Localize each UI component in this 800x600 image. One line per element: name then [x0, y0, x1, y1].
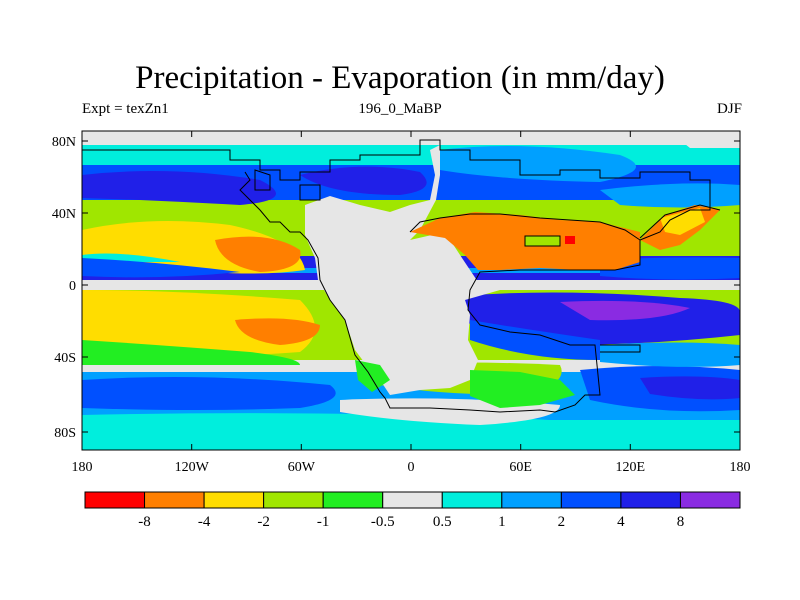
- land-semi-arid-rim: [660, 208, 705, 235]
- lat-tick-label: 0: [69, 279, 76, 294]
- coastline-island-b: [299, 184, 321, 201]
- colorbar-label: 2: [558, 514, 566, 530]
- coastlines: [82, 139, 721, 413]
- colorbar-swatch: [382, 491, 443, 509]
- colorbar: -8 -4 -2 -1 -0.5 0.5 1 2 4 8: [84, 491, 741, 530]
- transition-pacific-south: [82, 340, 300, 365]
- colorbar-label: -1: [317, 514, 330, 530]
- storm-north-east: [440, 146, 636, 182]
- colorbar-label: 8: [677, 514, 685, 530]
- lon-tick-label: 60W: [288, 460, 316, 475]
- land-pangaea-core: [305, 145, 500, 395]
- longitude-axis: 180 120W 60W 0 60E 120E 180: [72, 131, 751, 475]
- colorbar-swatch: [203, 491, 265, 509]
- moist-south-east: [600, 342, 740, 367]
- lon-tick-label: 120E: [616, 460, 646, 475]
- storm-north-pacific: [600, 183, 740, 208]
- lat-tick-label: 40S: [54, 351, 76, 366]
- period-label: 196_0_MaBP: [358, 101, 442, 117]
- colorbar-label: -0.5: [371, 514, 395, 530]
- storm-south-west: [82, 376, 336, 410]
- map-title: Precipitation - Evaporation (in mm/day): [135, 60, 665, 96]
- colorbar-swatch: [263, 491, 324, 509]
- very-dry-pacific-north: [215, 236, 301, 272]
- very-dry-pacific-south: [235, 318, 320, 345]
- lat-tick-label: 40N: [52, 207, 76, 222]
- colorbar-label: 4: [617, 514, 625, 530]
- colorbar-swatch: [322, 491, 384, 509]
- land-desert-hotspot: [565, 236, 575, 244]
- colorbar-swatch: [144, 491, 205, 509]
- lat-tick-label: 80N: [52, 135, 76, 150]
- colorbar-swatch: [501, 491, 562, 509]
- precipitation-field: [82, 131, 740, 450]
- colorbar-label: -8: [138, 514, 151, 530]
- storm-core-atlantic: [300, 166, 427, 195]
- storm-south-core: [640, 376, 740, 400]
- colorbar-label: -4: [198, 514, 211, 530]
- colorbar-swatch: [679, 491, 741, 509]
- colorbar-label: 1: [498, 514, 506, 530]
- lon-tick-label: 180: [730, 460, 751, 475]
- polar-moist-south: [82, 413, 740, 450]
- coastline-main: [82, 139, 711, 413]
- lon-tick-label: 60E: [509, 460, 532, 475]
- colorbar-swatch: [441, 491, 503, 509]
- land-green-southeast: [470, 370, 575, 408]
- colorbar-swatch: [84, 491, 146, 509]
- lat-tick-label: 80S: [54, 426, 76, 441]
- storm-core-west: [82, 171, 276, 205]
- coastline-island-c: [600, 344, 641, 353]
- land-green-south: [355, 360, 390, 392]
- coastline-lake: [524, 235, 561, 247]
- colorbar-label: 0.5: [433, 514, 452, 530]
- very-wet-indian: [560, 300, 690, 321]
- experiment-label: Expt = texZn1: [82, 101, 169, 117]
- land-arctic: [420, 131, 740, 148]
- lon-tick-label: 120W: [175, 460, 210, 475]
- coastline-east-rim: [639, 204, 721, 239]
- itcz-core-west: [82, 258, 240, 278]
- lon-tick-label: 180: [72, 460, 93, 475]
- coastline-north-sea: [409, 213, 641, 241]
- colorbar-swatch: [560, 491, 622, 509]
- lon-tick-label: 0: [408, 460, 415, 475]
- arctic-moist-west: [82, 145, 245, 165]
- colorbar-label: -2: [257, 514, 270, 530]
- latitude-axis: 80N 40N 0 40S 80S: [52, 135, 740, 441]
- coastline-island-a: [254, 169, 271, 191]
- season-label: DJF: [716, 101, 742, 117]
- colorbar-swatch: [620, 491, 681, 509]
- land-lake-region: [525, 236, 560, 246]
